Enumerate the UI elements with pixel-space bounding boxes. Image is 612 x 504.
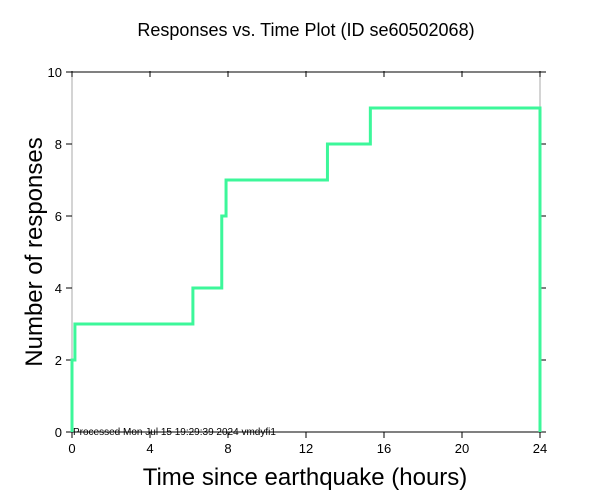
plot-frame [71,71,541,433]
x-tick-label: 8 [224,441,231,456]
x-tick-label: 16 [377,441,391,456]
processed-footnote: Processed Mon Jul 15 19:29:39 2024 vmdyf… [73,427,276,438]
series-line-responses [70,106,542,432]
x-axis-title: Time since earthquake (hours) [143,464,468,491]
x-axis: 0 4 8 12 16 20 24 [68,71,547,456]
y-tick-label: 8 [55,137,62,152]
y-tick-label: 6 [55,209,62,224]
y-tick-label: 10 [48,65,62,80]
y-axis-title: Number of responses [21,137,48,366]
x-tick-label: 4 [146,441,153,456]
y-tick-label: 2 [55,353,62,368]
x-tick-label: 0 [68,441,75,456]
x-tick-label: 12 [299,441,313,456]
chart-title: Responses vs. Time Plot (ID se60502068) [137,20,474,40]
series-group [70,106,542,432]
y-tick-label: 4 [55,281,62,296]
x-tick-label: 20 [455,441,469,456]
x-tick-label: 24 [533,441,547,456]
y-tick-label: 0 [55,425,62,440]
y-axis: 0 2 4 6 8 10 [48,65,546,440]
